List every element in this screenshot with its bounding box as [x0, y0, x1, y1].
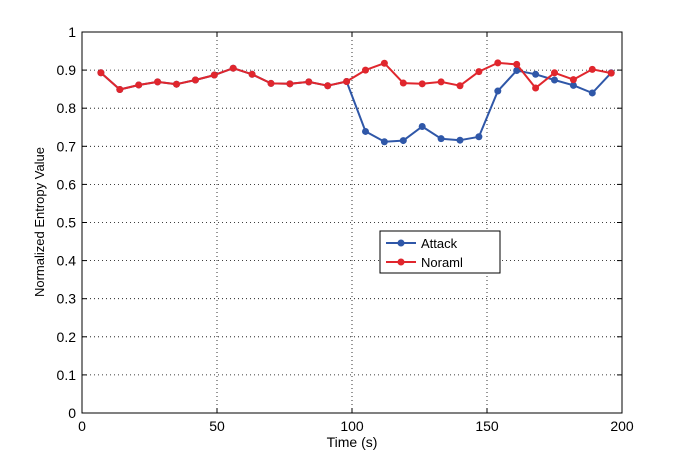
- data-point-noraml: [532, 84, 540, 92]
- data-point-noraml: [475, 68, 483, 76]
- data-point-noraml: [324, 82, 332, 90]
- series-line-noraml: [100, 61, 612, 91]
- data-point-noraml: [399, 79, 407, 87]
- x-axis-label: Time (s): [327, 434, 378, 450]
- y-tick-label: 0.8: [57, 100, 77, 116]
- data-point-noraml: [229, 64, 237, 72]
- data-point-noraml: [494, 59, 502, 67]
- data-point-attack: [569, 81, 577, 89]
- data-point-noraml: [116, 86, 124, 94]
- data-point-noraml: [380, 59, 388, 67]
- y-tick-label: 0.1: [57, 367, 77, 383]
- legend-normal-label: Noraml: [421, 255, 463, 270]
- data-point-noraml: [456, 82, 464, 90]
- data-point-attack: [532, 70, 540, 78]
- data-point-noraml: [267, 79, 275, 87]
- data-point-noraml: [97, 69, 105, 77]
- data-point-attack: [551, 76, 558, 84]
- legend-attack-label: Attack: [421, 236, 458, 251]
- y-tick-label: 0.3: [57, 291, 77, 307]
- data-point-attack: [475, 133, 483, 141]
- x-tick-label: 50: [209, 418, 225, 434]
- data-point-noraml: [286, 80, 294, 88]
- series-noraml: [97, 59, 615, 94]
- data-point-attack: [456, 136, 464, 144]
- x-tick-label: 100: [340, 418, 364, 434]
- data-point-noraml: [418, 80, 426, 88]
- data-point-noraml: [362, 66, 369, 74]
- x-tick-label: 150: [475, 418, 499, 434]
- data-point-attack: [437, 135, 445, 143]
- data-point-noraml: [551, 69, 558, 77]
- legend-attack-marker: [397, 239, 405, 247]
- y-tick-label: 0.9: [57, 62, 77, 78]
- data-point-noraml: [135, 81, 143, 89]
- series-layer: [97, 59, 615, 146]
- data-point-noraml: [248, 70, 256, 78]
- y-tick-label: 0.2: [57, 329, 77, 345]
- data-point-attack: [399, 137, 407, 145]
- legend-box: [379, 230, 501, 274]
- data-point-noraml: [607, 69, 615, 77]
- data-point-noraml: [437, 78, 445, 86]
- y-tick-label: 0.5: [57, 215, 77, 231]
- data-point-noraml: [588, 65, 596, 73]
- y-tick-label: 0.7: [57, 138, 77, 154]
- data-point-attack: [588, 89, 596, 97]
- data-point-noraml: [343, 78, 351, 86]
- x-tick-label: 0: [78, 418, 86, 434]
- y-tick-label: 0: [68, 405, 76, 421]
- data-point-attack: [380, 138, 388, 146]
- data-point-noraml: [305, 78, 313, 86]
- data-point-noraml: [154, 78, 162, 86]
- data-point-attack: [494, 87, 502, 95]
- y-tick-label: 0.4: [57, 253, 77, 269]
- data-point-noraml: [191, 76, 199, 84]
- data-point-noraml: [210, 71, 218, 79]
- data-point-noraml: [173, 80, 180, 88]
- legend-normal-marker: [397, 258, 405, 266]
- data-point-attack: [513, 66, 521, 74]
- x-tick-label: 200: [610, 418, 634, 434]
- data-point-noraml: [569, 76, 577, 84]
- data-point-noraml: [513, 60, 521, 68]
- axis-ticks: 0 50 100 150 200 0 0.1 0.2 0.3 0.4 0.5 0.6 0.7 0.8 0.9…: [57, 24, 634, 434]
- y-tick-label: 1: [68, 24, 76, 40]
- data-point-attack: [418, 122, 426, 130]
- y-tick-label: 0.6: [57, 176, 77, 192]
- data-point-attack: [362, 127, 369, 135]
- y-axis-label: Normalized Entropy Value: [32, 147, 47, 297]
- legend: Attack Noraml: [379, 230, 501, 274]
